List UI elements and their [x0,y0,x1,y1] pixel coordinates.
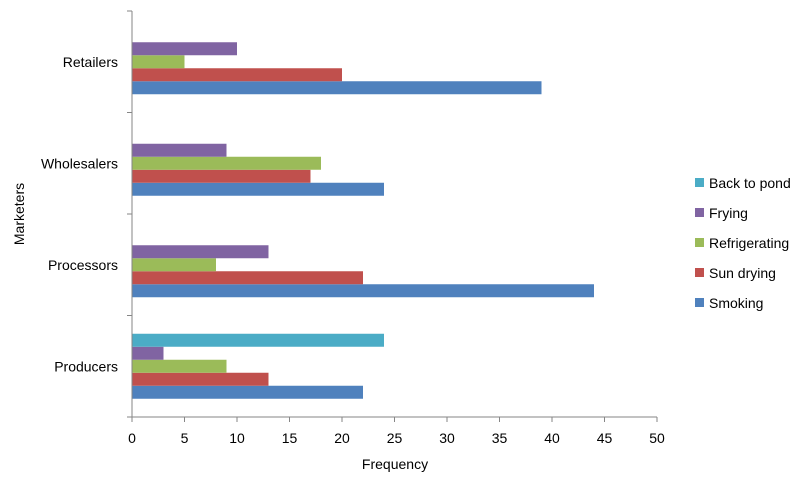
x-tick-label: 0 [128,430,136,446]
bar-retailers-frying [132,42,237,56]
x-axis-title: Frequency [362,456,428,472]
bar-wholesalers-sun-drying [132,169,311,183]
bar-producers-frying [132,346,164,360]
legend-label: Back to pond [709,175,791,191]
x-tick-label: 20 [334,430,350,446]
x-tick-label: 35 [492,430,508,446]
bar-processors-frying [132,245,269,259]
y-axis-labels: Producers Processors Wholesalers Retailers [41,54,118,375]
bar-producers-smoking [132,385,363,399]
legend-label: Frying [709,205,748,221]
bar-retailers-refrigerating [132,55,185,69]
x-tick-label: 50 [649,430,665,446]
y-axis-ticks [127,10,132,418]
legend-label: Refrigerating [709,235,789,251]
x-axis-ticks [131,417,658,422]
bar-processors-sun-drying [132,271,363,285]
bar-wholesalers-frying [132,143,227,157]
y-tick-label: Processors [48,257,118,273]
x-tick-label: 25 [387,430,403,446]
legend-label: Sun drying [709,265,776,281]
bar-retailers-smoking [132,81,542,95]
bar-wholesalers-refrigerating [132,156,321,170]
bars-group [132,42,594,399]
legend-swatch-back-to-pond [695,178,704,187]
x-tick-label: 45 [597,430,613,446]
legend-swatch-refrigerating [695,238,704,247]
bar-processors-smoking [132,284,594,298]
bar-processors-refrigerating [132,258,216,272]
legend-swatch-smoking [695,298,704,307]
legend-swatch-frying [695,208,704,217]
legend-label: Smoking [709,295,763,311]
y-tick-label: Wholesalers [41,155,118,171]
bar-producers-refrigerating [132,359,227,373]
y-tick-label: Retailers [63,54,118,70]
x-axis-labels: 0 5 10 15 20 25 30 35 40 45 50 [128,430,665,446]
bar-producers-back-to-pond [132,333,384,347]
bar-wholesalers-smoking [132,182,384,196]
legend-swatch-sun-drying [695,268,704,277]
x-tick-label: 30 [439,430,455,446]
x-tick-label: 15 [282,430,298,446]
legend: Back to pond Frying Refrigerating Sun dryin… [695,175,791,311]
y-axis-title: Marketers [11,183,27,245]
x-tick-label: 10 [229,430,245,446]
y-tick-label: Producers [54,358,118,374]
x-tick-label: 5 [181,430,189,446]
bar-producers-sun-drying [132,372,269,386]
bar-retailers-sun-drying [132,68,342,82]
x-tick-label: 40 [544,430,560,446]
